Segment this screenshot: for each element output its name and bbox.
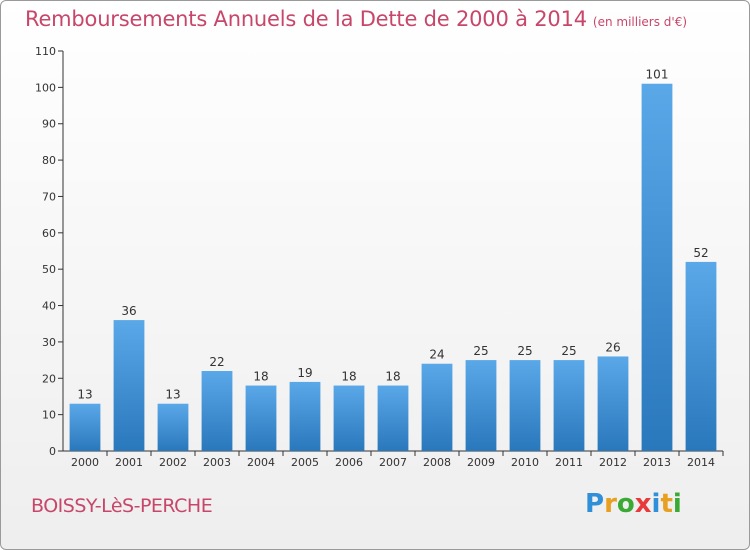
x-tick-label: 2001 (115, 456, 143, 469)
y-tick-label: 110 (35, 45, 56, 58)
bar-2001 (113, 320, 145, 451)
bar-value-label: 24 (429, 348, 444, 362)
bar-2010 (509, 360, 541, 451)
proxiti-logo: Proxiti (585, 489, 682, 519)
y-tick-label: 100 (35, 81, 56, 94)
y-tick-label: 80 (42, 154, 56, 167)
x-tick-label: 2006 (335, 456, 363, 469)
bar-2004 (245, 385, 277, 451)
bar-value-label: 18 (253, 370, 268, 384)
y-tick-label: 70 (42, 190, 56, 203)
x-tick-label: 2012 (599, 456, 627, 469)
bar-value-label: 52 (693, 246, 708, 260)
logo-letter: o (616, 489, 635, 519)
y-tick-label: 10 (42, 409, 56, 422)
logo-letter: r (604, 489, 617, 519)
x-tick-label: 2008 (423, 456, 451, 469)
x-tick-label: 2004 (247, 456, 275, 469)
logo-letter: i (672, 489, 682, 519)
y-tick-label: 60 (42, 227, 56, 240)
bar-2009 (465, 360, 497, 451)
bar-value-label: 18 (385, 370, 400, 384)
logo-letter: i (651, 489, 661, 519)
y-tick-label: 30 (42, 336, 56, 349)
bar-2002 (157, 403, 189, 451)
y-tick-label: 0 (49, 445, 56, 458)
bar-2014 (685, 261, 717, 451)
bar-2006 (333, 385, 365, 451)
bar-2012 (597, 356, 629, 451)
logo-letter: t (660, 489, 673, 519)
logo-letter: P (585, 489, 605, 519)
bar-value-label: 22 (209, 355, 224, 369)
bar-2008 (421, 363, 453, 451)
y-tick-label: 40 (42, 300, 56, 313)
chart-subtitle: (en milliers d'€) (592, 15, 688, 29)
bar-value-label: 26 (605, 340, 620, 354)
bar-chart: 0 10 20 30 40 50 60 70 80 90 100 110 2000 2001 2002 200… (35, 45, 724, 469)
bar-value-label: 101 (646, 68, 669, 82)
bar-2000 (69, 403, 101, 451)
commune-name: BOISSY-LèS-PERCHE (31, 495, 213, 517)
bar-value-label: 25 (561, 344, 576, 358)
bar-value-label: 36 (121, 304, 136, 318)
y-tick-label: 50 (42, 263, 56, 276)
x-tick-label: 2005 (291, 456, 319, 469)
chart-title: Remboursements Annuels de la Dette de 20… (25, 7, 687, 31)
x-tick-label: 2010 (511, 456, 539, 469)
y-tick-label: 90 (42, 118, 56, 131)
bar-value-label: 13 (165, 388, 180, 402)
chart-title-text: Remboursements Annuels de la Dette de 20… (25, 7, 587, 31)
bar-2011 (553, 360, 585, 451)
logo-letter: x (634, 489, 652, 519)
bar-2007 (377, 385, 409, 451)
y-tick-label: 20 (42, 372, 56, 385)
bar-value-label: 18 (341, 370, 356, 384)
bar-value-label: 25 (517, 344, 532, 358)
bar-2005 (289, 381, 321, 451)
x-tick-label: 2011 (555, 456, 583, 469)
bar-value-label: 19 (297, 366, 312, 380)
x-tick-label: 2013 (643, 456, 671, 469)
x-tick-label: 2014 (687, 456, 715, 469)
bar-value-label: 25 (473, 344, 488, 358)
x-tick-label: 2009 (467, 456, 495, 469)
bar-2003 (201, 371, 233, 451)
x-tick-label: 2002 (159, 456, 187, 469)
x-tick-label: 2007 (379, 456, 407, 469)
bar-value-label: 13 (77, 388, 92, 402)
x-tick-label: 2003 (203, 456, 231, 469)
x-tick-label: 2000 (71, 456, 99, 469)
bar-2013 (641, 83, 673, 452)
